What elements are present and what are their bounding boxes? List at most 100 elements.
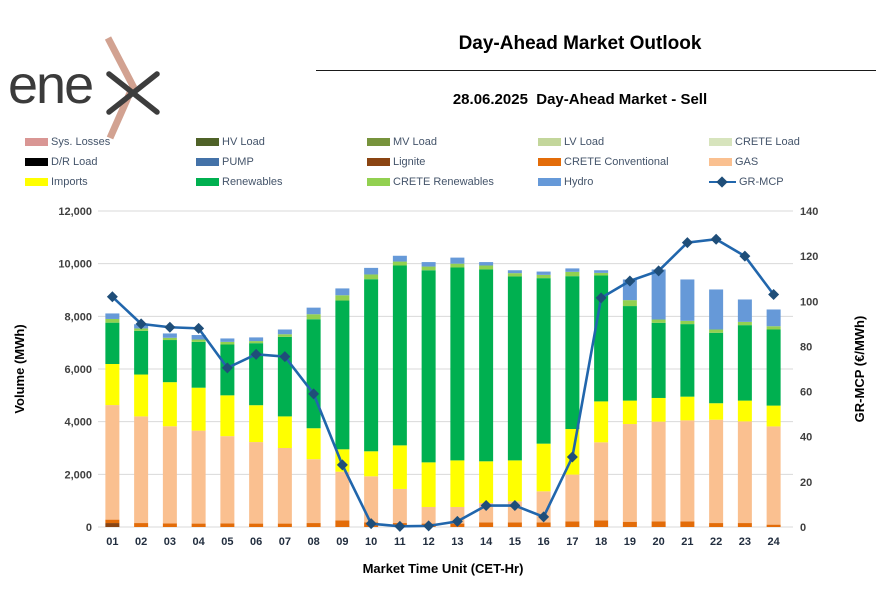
gr-mcp-point-04 xyxy=(193,322,205,334)
bar-05-crete-renewables xyxy=(220,341,235,345)
right-axis-title: GR-MCP (€/MWh) xyxy=(852,316,867,423)
bar-13-imports xyxy=(450,460,465,507)
bar-19-renewables xyxy=(622,306,637,401)
bar-09-hydro xyxy=(335,288,350,296)
left-axis-title: Volume (MWh) xyxy=(12,324,27,413)
legend-swatch xyxy=(25,178,48,186)
bar-17-crete-renewables xyxy=(565,271,580,277)
bar-15-crete-conventional xyxy=(507,522,522,527)
svg-text:12: 12 xyxy=(423,536,435,548)
svg-text:10,000: 10,000 xyxy=(58,259,92,271)
legend-label: Lignite xyxy=(393,156,426,168)
legend-item-gr-mcp: GR-MCP xyxy=(709,175,880,188)
legend-swatch xyxy=(538,178,561,186)
left-axis-ticks: 0 2,000 4,000 6,000 8,000 10,000 12,000 xyxy=(58,206,92,534)
bar-21-renewables xyxy=(680,324,695,397)
svg-text:80: 80 xyxy=(800,341,812,353)
bar-08-gas xyxy=(306,459,321,524)
bar-14-crete-renewables xyxy=(479,265,494,270)
bar-23-crete-renewables xyxy=(737,321,752,326)
bar-19-hydro xyxy=(622,279,637,301)
legend-swatch xyxy=(367,138,390,146)
svg-text:20: 20 xyxy=(800,477,812,489)
gr-mcp-line xyxy=(111,237,775,528)
bar-15-imports xyxy=(507,460,522,502)
bar-19-imports xyxy=(622,400,637,425)
svg-text:6,000: 6,000 xyxy=(64,364,92,376)
bar-06-crete-renewables xyxy=(249,341,264,344)
svg-text:05: 05 xyxy=(221,536,233,548)
legend-swatch xyxy=(367,158,390,166)
svg-text:24: 24 xyxy=(768,536,781,548)
svg-text:08: 08 xyxy=(308,536,320,548)
bar-17-renewables xyxy=(565,276,580,430)
legend-label: Renewables xyxy=(222,176,283,188)
legend-label: Hydro xyxy=(564,176,594,188)
legend-item-crete-load: CRETE Load xyxy=(709,136,880,148)
gr-mcp-point-12 xyxy=(423,520,435,532)
gr-mcp-point-18 xyxy=(595,292,607,304)
legend-item-mv-load: MV Load xyxy=(367,136,538,148)
bar-20-crete-conventional xyxy=(651,521,666,527)
svg-text:03: 03 xyxy=(164,536,176,548)
bar-06-gas xyxy=(249,442,264,524)
bar-23-imports xyxy=(737,400,752,422)
legend-item-sys-losses: Sys. Losses xyxy=(25,136,196,148)
legend-label: HV Load xyxy=(222,136,265,148)
legend-label: CRETE Renewables xyxy=(393,176,494,188)
legend-item-d-r-load: D/R Load xyxy=(25,156,196,168)
bar-02-renewables xyxy=(134,330,149,375)
svg-text:140: 140 xyxy=(800,206,818,218)
bar-01-crete-conventional xyxy=(105,519,120,524)
bar-11-imports xyxy=(392,445,407,489)
bar-11-hydro xyxy=(392,255,407,262)
gr-mcp-point-05 xyxy=(221,362,233,374)
bar-10-crete-renewables xyxy=(364,274,379,280)
gr-mcp-point-02 xyxy=(135,318,147,330)
bar-09-crete-renewables xyxy=(335,295,350,301)
legend-label: Sys. Losses xyxy=(51,136,111,148)
legend-label: Imports xyxy=(51,176,88,188)
bar-20-crete-renewables xyxy=(651,319,666,323)
bar-09-renewables xyxy=(335,300,350,450)
svg-text:10: 10 xyxy=(365,536,377,548)
svg-text:11: 11 xyxy=(394,536,406,548)
legend-swatch xyxy=(196,138,219,146)
legend-swatch xyxy=(25,138,48,146)
legend-swatch xyxy=(25,158,48,166)
svg-text:120: 120 xyxy=(800,251,818,263)
gr-mcp-point-08 xyxy=(308,388,320,400)
svg-text:8,000: 8,000 xyxy=(64,311,92,323)
gr-mcp-point-23 xyxy=(739,250,751,262)
svg-text:21: 21 xyxy=(681,536,693,548)
enex-logo: ene xyxy=(6,14,186,140)
svg-text:22: 22 xyxy=(710,536,722,548)
bar-20-imports xyxy=(651,397,666,422)
gr-mcp-point-19 xyxy=(624,275,636,287)
logo-x-icon xyxy=(104,36,160,140)
svg-text:07: 07 xyxy=(279,536,291,548)
bar-16-imports xyxy=(536,443,551,492)
gr-mcp-point-22 xyxy=(710,233,722,245)
svg-text:0: 0 xyxy=(800,522,806,534)
gr-mcp-point-16 xyxy=(538,511,550,523)
gr-mcp-point-06 xyxy=(250,348,262,360)
legend-item-renewables: Renewables xyxy=(196,176,367,188)
bar-02-crete-renewables xyxy=(134,328,149,331)
right-axis-ticks: 0 20 40 60 80 100 120 140 xyxy=(800,206,818,534)
svg-text:14: 14 xyxy=(480,536,493,548)
svg-text:40: 40 xyxy=(800,432,812,444)
bar-18-crete-conventional xyxy=(594,520,609,527)
legend-item-imports: Imports xyxy=(25,176,196,188)
legend-item-hydro: Hydro xyxy=(538,176,709,188)
bar-08-hydro xyxy=(306,307,321,315)
svg-text:01: 01 xyxy=(106,536,118,548)
bar-24-imports xyxy=(766,405,781,427)
bar-16-crete-renewables xyxy=(536,274,551,279)
bar-05-imports xyxy=(220,395,235,437)
gr-mcp-point-17 xyxy=(566,451,578,463)
bar-12-gas xyxy=(421,506,436,524)
legend-label: LV Load xyxy=(564,136,605,148)
gr-mcp-point-14 xyxy=(480,500,492,512)
legend-swatch xyxy=(709,158,732,166)
